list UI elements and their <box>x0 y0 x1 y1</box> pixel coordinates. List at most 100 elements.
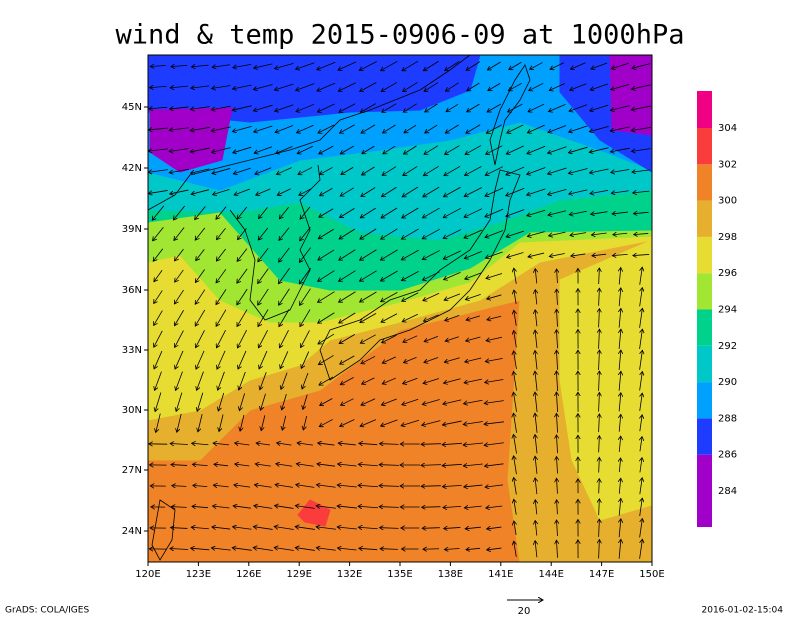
wind-vector <box>339 228 356 239</box>
wind-vector <box>276 464 293 466</box>
wind-vector <box>514 456 517 475</box>
wind-vector <box>599 479 600 494</box>
wind-vector <box>465 527 481 529</box>
wind-vector <box>359 443 378 444</box>
wind-vector <box>590 104 609 111</box>
wind-vector <box>514 290 516 305</box>
wind-vector <box>548 146 567 154</box>
wind-vector <box>568 146 588 153</box>
wind-vector <box>548 104 566 111</box>
wind-vector <box>155 371 162 391</box>
wind-vector <box>218 371 225 390</box>
wind-vector <box>235 464 250 466</box>
wind-vector <box>535 330 537 348</box>
wind-vector <box>382 186 397 196</box>
wind-vector <box>190 126 210 130</box>
wind-vector <box>464 251 482 258</box>
wind-vector <box>548 188 567 194</box>
wind-vector <box>619 329 621 349</box>
wind-vector <box>442 420 462 425</box>
colorbar-segment <box>697 309 712 346</box>
wind-vector <box>296 83 315 91</box>
wind-vector <box>402 60 419 71</box>
wind-vector <box>154 310 163 326</box>
wind-vector <box>239 371 246 390</box>
colorbar-label: 302 <box>718 159 737 170</box>
wind-vector <box>195 227 206 240</box>
wind-vector <box>631 84 651 89</box>
wind-vector <box>254 63 273 68</box>
coastline <box>148 55 471 211</box>
lon-tick-label: 147E <box>589 569 614 580</box>
wind-vector <box>340 355 355 364</box>
wind-vector <box>175 269 184 282</box>
wind-vector <box>280 351 289 368</box>
wind-vector <box>254 485 272 488</box>
wind-vector <box>422 507 441 508</box>
wind-vector <box>295 506 315 509</box>
wind-vector <box>590 83 608 90</box>
wind-vector <box>535 456 537 474</box>
wind-vector <box>442 443 462 444</box>
wind-vector <box>535 290 537 305</box>
wind-vector <box>192 464 208 465</box>
wind-vector <box>557 269 558 284</box>
wind-vector <box>599 457 600 473</box>
wind-vector <box>295 548 315 551</box>
wind-vector <box>599 371 600 391</box>
lon-tick-label: 144E <box>538 569 563 580</box>
wind-vector <box>337 548 357 550</box>
wind-vector <box>338 61 357 70</box>
wind-vector <box>237 268 248 283</box>
wind-vector <box>190 106 210 110</box>
wind-vector <box>299 247 311 263</box>
wind-vector <box>339 291 356 302</box>
wind-vector <box>155 392 162 411</box>
wind-vector <box>423 549 440 550</box>
wind-vector <box>557 457 558 474</box>
wind-vector <box>487 103 502 112</box>
wind-vector <box>339 249 356 260</box>
wind-vector <box>556 350 557 370</box>
wind-vector <box>360 82 377 92</box>
wind-vector <box>301 330 310 347</box>
wind-vector <box>361 355 376 363</box>
wind-vector <box>359 548 378 549</box>
wind-vector <box>172 486 187 487</box>
wind-vector <box>191 189 210 195</box>
wind-vector <box>444 357 460 363</box>
wind-vector <box>422 207 440 218</box>
wind-vector <box>150 86 167 87</box>
wind-vector <box>195 269 205 283</box>
wind-vector <box>568 168 588 174</box>
wind-vector <box>358 527 378 528</box>
wind-vector <box>173 205 185 220</box>
wind-vector <box>318 270 335 282</box>
wind-vector <box>446 103 459 111</box>
wind-vector <box>513 434 517 454</box>
wind-vector <box>514 478 517 495</box>
wind-vector <box>402 207 419 218</box>
coastline <box>229 164 321 321</box>
wind-vector <box>466 61 481 71</box>
wind-vector <box>632 170 651 172</box>
wind-vector <box>589 147 609 153</box>
wind-vector <box>535 310 537 327</box>
wind-vector <box>445 61 460 70</box>
wind-vector <box>318 228 334 238</box>
wind-vector <box>535 371 537 391</box>
lat-tick-label: 39N <box>122 224 142 235</box>
wind-vector <box>509 62 522 69</box>
wind-vector <box>340 208 355 217</box>
wind-vector <box>528 103 545 112</box>
wind-vector <box>610 147 630 152</box>
wind-vector <box>296 485 315 488</box>
wind-vector <box>444 293 461 300</box>
wind-vector <box>216 329 226 348</box>
wind-vector <box>444 271 461 279</box>
wind-vector <box>153 248 164 262</box>
wind-vector <box>599 540 600 559</box>
wind-vector <box>444 527 461 528</box>
wind-vector <box>381 60 398 70</box>
wind-vector <box>442 464 462 465</box>
